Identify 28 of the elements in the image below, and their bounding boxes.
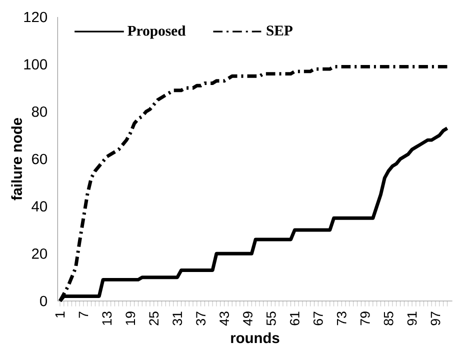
legend-label: Proposed <box>128 25 186 39</box>
x-tick-label: 61 <box>290 312 300 326</box>
x-tick-label: 37 <box>196 312 206 326</box>
x-tick-label: 43 <box>220 312 229 326</box>
x-tick-label: 25 <box>149 312 159 326</box>
x-tick-label: 73 <box>336 312 346 326</box>
x-tick-label: 85 <box>384 312 394 326</box>
x-tick-label: 91 <box>407 312 417 326</box>
legend-label: SEP <box>266 26 292 36</box>
y-tick-label: 100 <box>24 59 48 70</box>
x-tick-label: 7 <box>78 312 88 318</box>
y-tick-label: 60 <box>32 154 48 164</box>
x-tick-label: 67 <box>313 312 323 326</box>
y-tick-label: 40 <box>32 201 48 212</box>
x-tick-label: 31 <box>172 312 182 326</box>
x-tick-label: 13 <box>102 312 112 325</box>
x-tick-label: 1 <box>55 312 65 318</box>
x-tick-label: 79 <box>360 312 370 326</box>
x-axis-title: rounds <box>231 332 280 344</box>
x-tick-label: 97 <box>430 312 440 326</box>
x-tick-label: 55 <box>266 312 276 326</box>
x-tick-label: 19 <box>126 312 136 325</box>
y-tick-label: 80 <box>32 106 48 117</box>
x-tick-label: 49 <box>243 312 252 326</box>
y-axis-title: failure node <box>11 118 22 200</box>
y-tick-label: 0 <box>40 296 48 306</box>
y-tick-label: 120 <box>24 12 48 22</box>
y-tick-label: 20 <box>32 248 48 259</box>
